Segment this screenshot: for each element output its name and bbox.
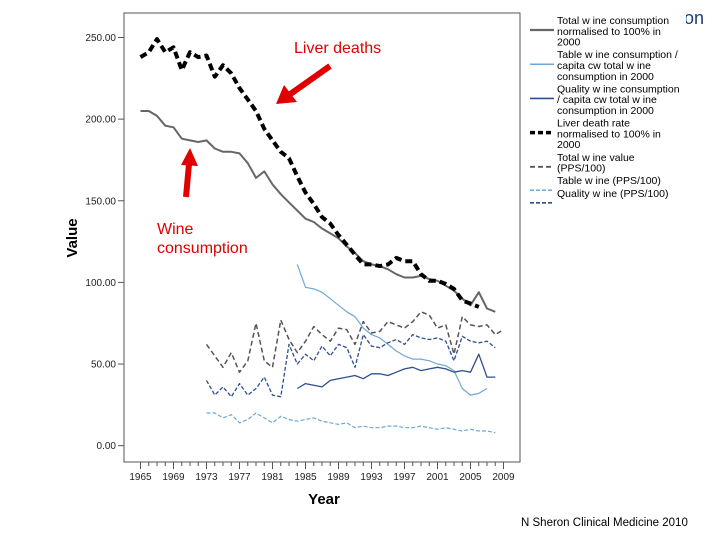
series-line-5 — [206, 412, 496, 434]
series-line-0 — [140, 110, 496, 313]
arrowhead-wine-consumption — [181, 148, 198, 166]
series-line-3 — [139, 37, 480, 309]
series-line-2 — [296, 353, 496, 390]
legend-label-line: Table w ine consumption / — [557, 49, 678, 61]
series-line-6 — [205, 333, 496, 398]
x-tick-label: 2005 — [459, 472, 482, 483]
legend-entry-1: Table w ine consumption / capita cw total… — [530, 49, 678, 83]
legend-label-line: Total w ine value — [557, 152, 635, 164]
legend-label: Table w ine (PPS/100) — [557, 175, 661, 187]
legend-label: Quality w ine (PPS/100) — [557, 188, 668, 200]
legend-label-line: Table w ine (PPS/100) — [557, 175, 661, 187]
legend-label-line: capita cw total w ine — [557, 60, 651, 72]
y-tick-label: 100.00 — [85, 278, 116, 289]
arrow-wine-consumption — [183, 163, 192, 198]
y-tick-label: 250.00 — [85, 33, 116, 44]
x-tick-label: 1985 — [294, 472, 317, 483]
credit-caption: N Sheron Clinical Medicine 2010 — [521, 517, 688, 529]
series-line-4 — [205, 311, 504, 373]
x-tick-label: 1981 — [261, 472, 284, 483]
logo-fragment: on — [686, 6, 720, 32]
legend-label-line: 2000 — [557, 139, 581, 151]
x-axis: 1965 1969 1973 1977 1981 1985 1989 1993 1997 2001… — [129, 462, 515, 483]
legend-entry-6: Quality w ine (PPS/100) — [530, 188, 668, 204]
y-tick-label: 50.00 — [91, 360, 116, 371]
legend-label-line: 2000 — [557, 37, 581, 49]
legend-label-line: Quality w ine consumption — [557, 83, 680, 95]
x-tick-label: 2009 — [492, 472, 515, 483]
series-layer — [139, 37, 504, 434]
y-axis: 0.00 50.00 100.00 150.00 200.00 250.00 — [85, 33, 124, 452]
annotation-line: consumption — [157, 240, 248, 257]
y-tick-label: 150.00 — [85, 196, 116, 207]
legend-entry-4: Total w ine value (PPS/100) — [530, 152, 635, 175]
legend-label-line: consumption in 2000 — [557, 105, 654, 117]
annotation-liver-deaths-label: Liver deaths — [294, 40, 381, 57]
arrow-liver-deaths — [287, 63, 332, 98]
legend: Total w ine consumption normalised to 100… — [530, 15, 680, 204]
legend-entry-3: Liver death rate normalised to 100% in 200… — [530, 118, 661, 152]
legend-label-line: consumption in 2000 — [557, 71, 654, 83]
x-tick-label: 1989 — [327, 472, 350, 483]
series-line-1 — [296, 264, 488, 396]
annotation-wine-consumption-label: Wine consumption — [157, 221, 248, 257]
legend-label: Liver death rate normalised to 100% in 200… — [557, 118, 661, 152]
annotation-wine-consumption: Wine consumption — [157, 148, 248, 257]
legend-label-line: (PPS/100) — [557, 163, 605, 175]
arrowhead-liver-deaths — [276, 85, 297, 104]
y-tick-label: 200.00 — [85, 115, 116, 126]
x-axis-title: Year — [308, 491, 340, 508]
x-tick-label: 1993 — [360, 472, 383, 483]
legend-label: Quality w ine consumption / capita cw tot… — [557, 83, 680, 117]
legend-label-line: Quality w ine (PPS/100) — [557, 188, 668, 200]
legend-label-line: / capita cw total w ine — [557, 94, 657, 106]
x-tick-label: 1997 — [393, 472, 416, 483]
logo-text: on — [686, 8, 705, 28]
x-tick-label: 1969 — [162, 472, 185, 483]
annotation-line: Liver deaths — [294, 40, 381, 57]
legend-entry-2: Quality w ine consumption / capita cw tot… — [530, 83, 680, 117]
legend-label-line: normalised to 100% in — [557, 128, 661, 140]
y-tick-label: 0.00 — [97, 441, 117, 452]
legend-label-line: normalised to 100% in — [557, 26, 661, 38]
x-tick-label: 2001 — [426, 472, 449, 483]
annotation-line: Wine — [157, 221, 194, 238]
legend-label: Table w ine consumption / capita cw total… — [557, 49, 678, 83]
annotation-liver-deaths: Liver deaths — [276, 40, 381, 104]
y-axis-title: Value — [64, 218, 81, 257]
legend-label: Total w ine consumption normalised to 100… — [557, 15, 669, 49]
x-tick-label: 1977 — [228, 472, 251, 483]
legend-entry-0: Total w ine consumption normalised to 100… — [530, 15, 669, 49]
legend-label-line: Liver death rate — [557, 118, 630, 130]
legend-label: Total w ine value (PPS/100) — [557, 152, 635, 175]
x-tick-label: 1965 — [129, 472, 152, 483]
legend-label-line: Total w ine consumption — [557, 15, 669, 27]
legend-entry-5: Table w ine (PPS/100) — [530, 175, 661, 191]
x-tick-label: 1973 — [195, 472, 218, 483]
